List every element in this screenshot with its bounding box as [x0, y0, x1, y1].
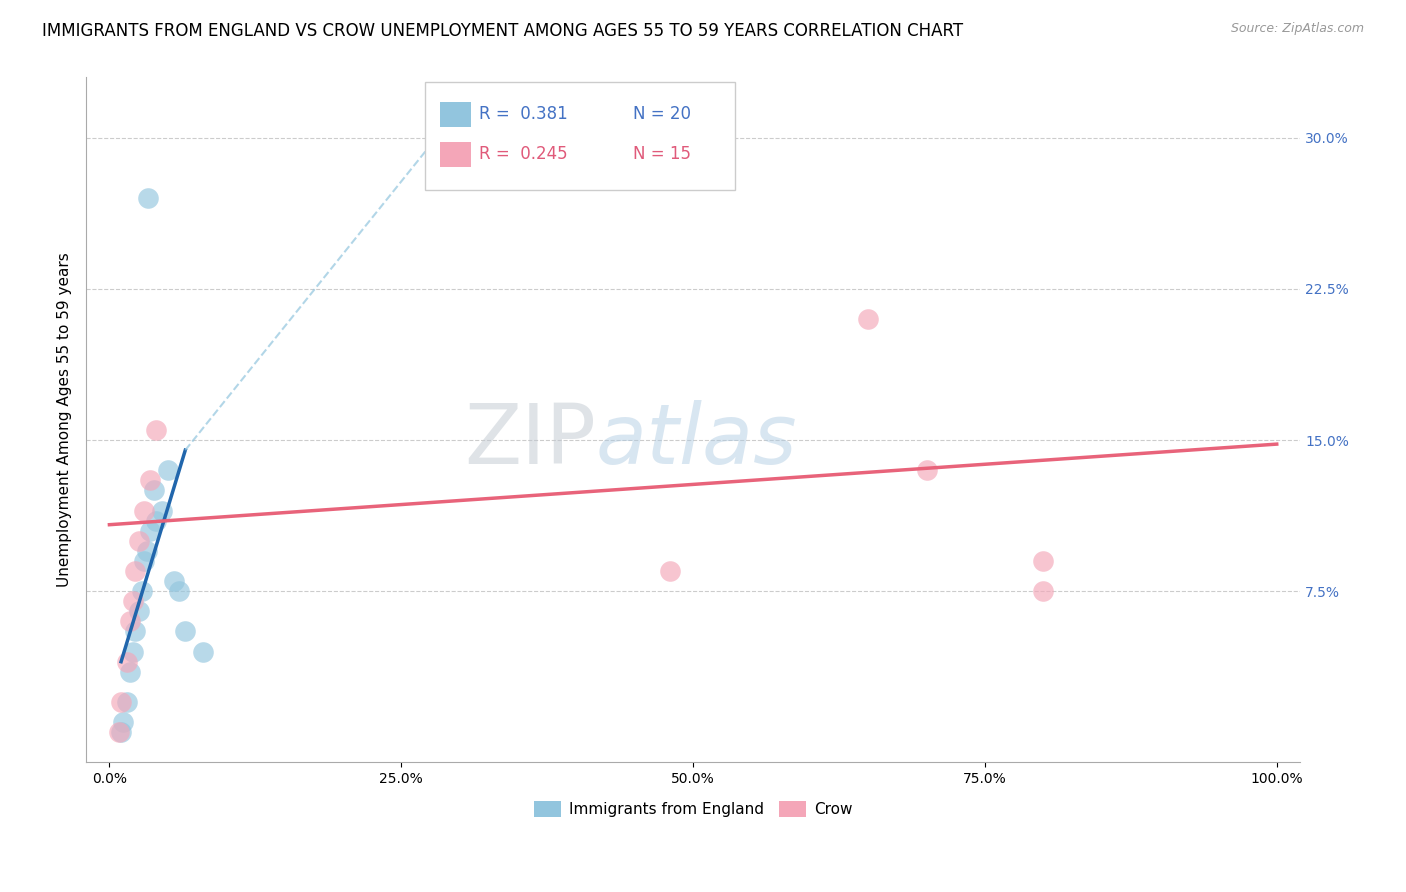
- Point: [110, 695, 132, 709]
- Text: IMMIGRANTS FROM ENGLAND VS CROW UNEMPLOYMENT AMONG AGES 55 TO 59 YEARS CORRELATI: IMMIGRANTS FROM ENGLAND VS CROW UNEMPLOY…: [42, 22, 963, 40]
- Point: [915, 463, 938, 477]
- Point: [120, 615, 142, 629]
- Text: R =  0.245: R = 0.245: [479, 145, 568, 163]
- Point: [112, 715, 135, 730]
- Point: [128, 604, 150, 618]
- Point: [136, 191, 159, 205]
- Point: [107, 725, 129, 739]
- Point: [128, 533, 150, 548]
- Point: [134, 554, 156, 568]
- Point: [658, 564, 681, 578]
- Point: [145, 514, 167, 528]
- Text: atlas: atlas: [596, 400, 797, 481]
- Text: N = 20: N = 20: [633, 105, 690, 123]
- Point: [142, 483, 165, 498]
- Point: [135, 544, 157, 558]
- Point: [156, 463, 179, 477]
- Point: [131, 584, 153, 599]
- Point: [120, 665, 142, 679]
- Point: [115, 695, 138, 709]
- Point: [145, 423, 167, 437]
- Point: [162, 574, 184, 588]
- Text: ZIP: ZIP: [464, 400, 596, 481]
- Text: N = 15: N = 15: [633, 145, 690, 163]
- Point: [139, 524, 162, 538]
- Point: [134, 503, 156, 517]
- Point: [124, 564, 146, 578]
- Text: Source: ZipAtlas.com: Source: ZipAtlas.com: [1230, 22, 1364, 36]
- Point: [174, 624, 197, 639]
- Point: [191, 645, 214, 659]
- Y-axis label: Unemployment Among Ages 55 to 59 years: Unemployment Among Ages 55 to 59 years: [58, 252, 72, 587]
- Point: [169, 584, 191, 599]
- Legend: Immigrants from England, Crow: Immigrants from England, Crow: [527, 795, 859, 823]
- Text: R =  0.381: R = 0.381: [479, 105, 568, 123]
- Point: [856, 312, 879, 326]
- Point: [115, 655, 138, 669]
- Point: [121, 594, 143, 608]
- Point: [1032, 554, 1054, 568]
- Point: [110, 725, 132, 739]
- Point: [1032, 584, 1054, 599]
- Point: [150, 503, 173, 517]
- Point: [124, 624, 146, 639]
- Point: [139, 474, 162, 488]
- Point: [121, 645, 143, 659]
